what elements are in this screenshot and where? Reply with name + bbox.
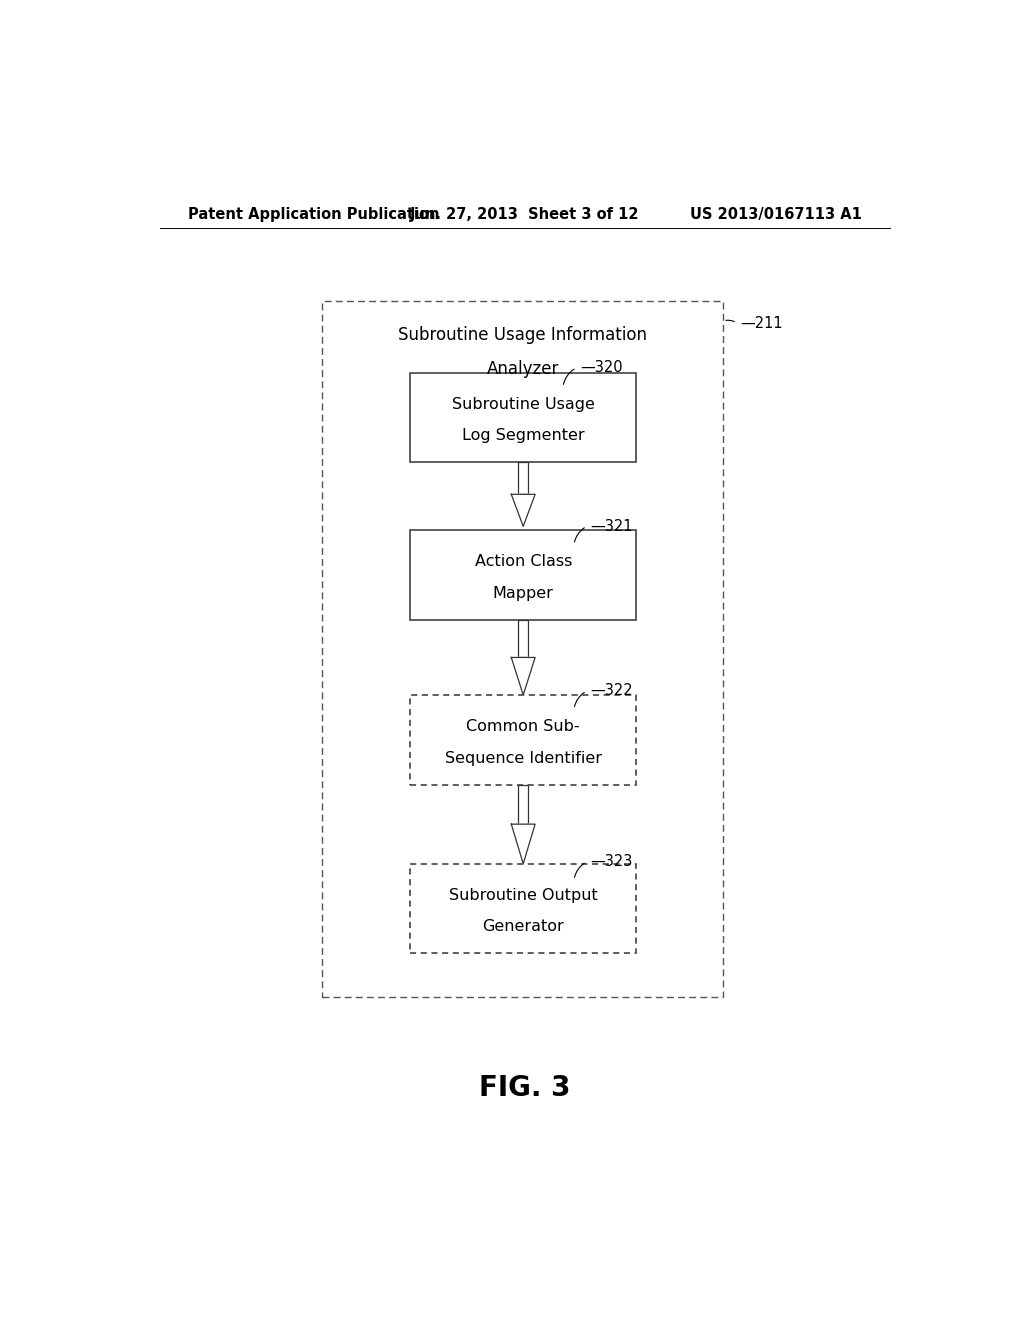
- Bar: [518, 620, 528, 657]
- Text: Patent Application Publication: Patent Application Publication: [187, 207, 439, 222]
- Text: —322: —322: [591, 684, 633, 698]
- Text: Log Segmenter: Log Segmenter: [462, 429, 585, 444]
- Polygon shape: [511, 657, 536, 696]
- Text: Jun. 27, 2013  Sheet 3 of 12: Jun. 27, 2013 Sheet 3 of 12: [410, 207, 640, 222]
- Bar: [323, 301, 723, 997]
- Text: Sequence Identifier: Sequence Identifier: [444, 751, 602, 766]
- Text: Analyzer: Analyzer: [486, 359, 559, 378]
- Bar: [411, 372, 636, 462]
- Text: —321: —321: [591, 519, 633, 533]
- Text: Generator: Generator: [482, 919, 564, 935]
- Polygon shape: [511, 494, 536, 527]
- Text: Common Sub-: Common Sub-: [466, 719, 580, 734]
- Text: Mapper: Mapper: [493, 586, 554, 601]
- Text: Subroutine Usage Information: Subroutine Usage Information: [398, 326, 647, 345]
- Polygon shape: [511, 824, 536, 863]
- Bar: [411, 696, 636, 784]
- Bar: [518, 784, 528, 824]
- Text: —323: —323: [591, 854, 633, 870]
- Bar: [518, 462, 528, 494]
- Bar: [411, 863, 636, 953]
- Text: Subroutine Output: Subroutine Output: [449, 888, 598, 903]
- Text: —320: —320: [581, 360, 623, 375]
- Text: —211: —211: [740, 315, 783, 330]
- Text: FIG. 3: FIG. 3: [479, 1074, 570, 1102]
- Text: Action Class: Action Class: [474, 554, 571, 569]
- Text: US 2013/0167113 A1: US 2013/0167113 A1: [690, 207, 862, 222]
- Bar: [411, 531, 636, 620]
- Text: Subroutine Usage: Subroutine Usage: [452, 397, 595, 412]
